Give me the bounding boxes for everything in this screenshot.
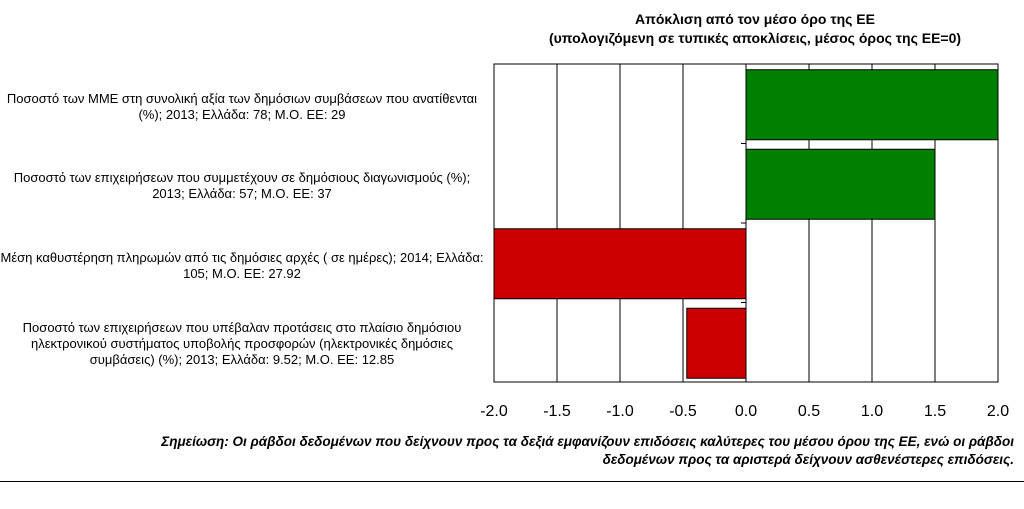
bar-1 bbox=[745, 148, 936, 220]
x-tick-label-0: -2.0 bbox=[480, 403, 508, 420]
category-label-e-procurement: Ποσοστό των επιχειρήσεων που υπέβαλαν πρ… bbox=[22, 320, 462, 367]
category-label-sme-share: Ποσοστό των ΜΜΕ στη συνολική αξία των δη… bbox=[6, 91, 478, 122]
chart-note: Σημείωση: Οι ράβδοι δεδομένων που δείχνο… bbox=[161, 434, 1014, 467]
x-tick-label-2: -1.0 bbox=[606, 403, 634, 420]
bar-2 bbox=[493, 228, 747, 300]
x-tick-label-1: -1.5 bbox=[543, 403, 571, 420]
category-label-payment-delay: Μέση καθυστέρηση πληρωμών από τις δημόσι… bbox=[0, 250, 484, 281]
chart-title-block: Απόκλιση από τον μέσο όρο της ΕΕ (υπολογ… bbox=[500, 10, 1010, 48]
bar-0 bbox=[745, 69, 999, 141]
x-tick-label-8: 2.0 bbox=[987, 403, 1009, 420]
bar-3 bbox=[686, 307, 747, 379]
bottom-divider bbox=[0, 481, 1024, 482]
chart-subtitle: (υπολογιζόμενη σε τυπικές αποκλίσεις, μέ… bbox=[548, 30, 962, 46]
x-tick-label-7: 1.5 bbox=[924, 403, 946, 420]
category-label-firms-in-tenders: Ποσοστό των επιχειρήσεων που συμμετέχουν… bbox=[13, 170, 471, 201]
plot-border bbox=[493, 63, 999, 383]
chart-title: Απόκλιση από τον μέσο όρο της ΕΕ bbox=[635, 11, 875, 27]
x-tick-label-5: 0.5 bbox=[798, 403, 820, 420]
x-tick-label-4: 0.0 bbox=[735, 403, 757, 420]
x-tick-label-3: -0.5 bbox=[669, 403, 697, 420]
x-tick-label-6: 1.0 bbox=[861, 403, 883, 420]
